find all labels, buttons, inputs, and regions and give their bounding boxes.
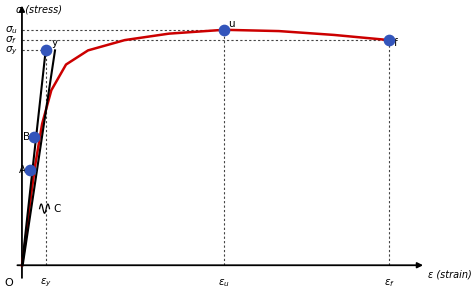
Text: y: y <box>51 38 57 48</box>
Text: $\sigma_y$: $\sigma_y$ <box>5 44 18 57</box>
Text: C: C <box>54 204 61 214</box>
Point <box>42 48 50 53</box>
Text: A: A <box>18 165 26 175</box>
Text: $\sigma_f$: $\sigma_f$ <box>6 34 18 46</box>
Point <box>26 168 34 172</box>
Point <box>220 27 228 32</box>
Text: u: u <box>228 19 235 29</box>
Text: $\varepsilon_u$: $\varepsilon_u$ <box>218 277 230 289</box>
Point <box>30 134 38 139</box>
Point <box>385 38 393 42</box>
Text: B: B <box>23 132 30 142</box>
Text: f: f <box>393 38 397 48</box>
Text: σ (stress): σ (stress) <box>17 4 63 14</box>
Text: $\sigma_u$: $\sigma_u$ <box>5 24 18 36</box>
Text: O: O <box>5 278 13 288</box>
Text: ε (strain): ε (strain) <box>428 269 472 279</box>
Text: $\varepsilon_f$: $\varepsilon_f$ <box>383 277 395 289</box>
Text: $\varepsilon_y$: $\varepsilon_y$ <box>40 277 52 289</box>
